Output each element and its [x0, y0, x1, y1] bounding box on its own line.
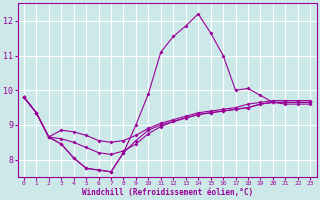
X-axis label: Windchill (Refroidissement éolien,°C): Windchill (Refroidissement éolien,°C) — [82, 188, 253, 197]
